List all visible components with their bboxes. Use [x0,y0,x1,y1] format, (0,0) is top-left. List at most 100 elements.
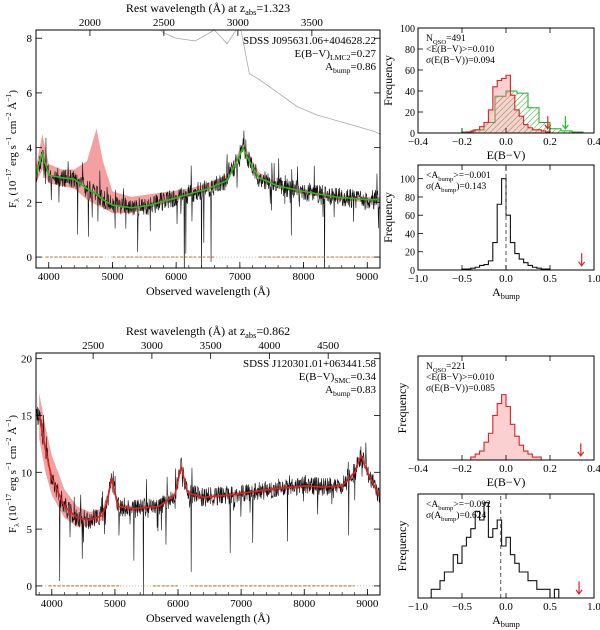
x-axis-label: Abump [492,285,520,301]
sample-histogram [470,394,542,460]
abump-annotation-part: =0.86 [351,61,377,73]
x-tick-label: 0.5 [543,601,557,613]
rest-axis-label-part: =0.862 [256,324,290,338]
stat-annotation-part: )=0.624 [456,510,486,521]
x-axis-label-part: bump [501,620,520,629]
x-tick-label: 6000 [167,598,190,610]
y-axis-label-part: F [7,202,19,208]
y-axis-label-part: λ [12,198,21,202]
axes-frame [35,352,381,596]
x-axis-label-part: bump [501,292,520,301]
x-tick-label: −1.0 [408,273,428,285]
stat-annotation-part: )=0.143 [456,181,486,192]
x-tick-label: −0.2 [452,136,472,148]
y-axis-label-part: λ [12,523,21,527]
sample-histogram [462,74,555,133]
x-tick-label: 8000 [293,271,316,283]
x-tick-label: 1.0 [587,273,600,285]
y-axis-label: Frequency [381,192,395,243]
abump-annotation-part: bump [333,66,351,75]
composite-band [36,128,380,214]
y-axis-label-part: ) [7,415,19,419]
rest-tick-label: 3500 [200,340,223,352]
x-tick-label: 0.4 [587,463,600,475]
y-tick-label: 10 [21,467,33,479]
y-axis-label-part: Å [7,427,19,438]
stat-annotation-part: bump [438,176,454,183]
ebv-annotation-part: E(B−V) [294,48,330,60]
y-tick-label: 20 [405,248,415,259]
rest-axis-label-part: Rest wavelength (Å) at z [126,1,245,15]
x-tick-label: −0.4 [408,136,428,148]
abump-annotation-part: =0.83 [351,384,377,396]
model-fit-line [36,145,380,209]
y-tick-label: 40 [405,87,415,98]
y-axis-label: Frequency [381,55,395,106]
stat-annotation-part: >=−0.092 [453,500,491,510]
rest-axis-label-part: abs [245,331,256,340]
y-axis-label-part: erg s [7,145,19,169]
ebv-annotation-part: E(B−V) [299,371,335,383]
stat-annotation-part: =221 [446,362,466,372]
stat-annotation-part: <E(B−V)>=0.010 [426,44,494,55]
x-tick-label: 9000 [356,598,379,610]
x-tick-label: 4000 [38,271,61,283]
stat-annotation: <Abump>=−0.001 [426,171,491,183]
observed-spectrum [36,406,380,595]
composite-band [39,392,380,527]
x-tick-label: 0.0 [499,273,513,285]
y-tick-label: 80 [405,193,415,204]
abump-annotation: Abump=0.83 [325,384,376,398]
object-arrowhead [561,124,569,130]
histogram-panel-h1: −0.4 −0.2 0.0 0.2 0.4 0 20 40 60 80 100 E(B−V) Frequ… [381,24,600,162]
x-tick-label: 1.0 [587,601,600,613]
stat-annotation-part: =491 [446,34,466,44]
stat-annotation-part: N [426,362,433,372]
ebv-annotation-part: SMC [334,376,350,385]
abump-annotation: Abump=0.86 [325,61,376,75]
y-axis-label-part: cm [7,120,19,137]
y-tick-label: 2 [27,197,33,209]
y-tick-label: 0 [27,252,33,264]
sample-histogram [430,502,564,598]
y-axis-label-part: −2 [4,112,13,120]
x-tick-label: 0.2 [543,136,557,148]
x-tick-label: 0.0 [499,463,513,475]
x-tick-label: 8000 [293,598,316,610]
object-name: SDSS J095631.06+404628.22 [243,35,376,47]
rest-axis-label-part: Rest wavelength (Å) at z [126,324,245,338]
y-tick-label: 5 [27,524,33,536]
y-tick-label: 100 [400,175,415,186]
y-tick-label: 8 [27,33,33,45]
stat-annotation-part: <E(B−V)>=0.010 [426,372,494,383]
y-tick-label: 100 [400,24,415,35]
object-arrowhead [578,261,586,267]
rest-tick-label: 2500 [153,17,176,29]
y-tick-label: 60 [405,211,415,222]
object-arrowhead [575,589,583,595]
plot-area [36,30,380,268]
stat-annotation-part: bump [441,187,457,194]
y-axis-label-part: −17 [4,169,13,181]
rest-axis-label: Rest wavelength (Å) at zabs=0.862 [126,324,290,340]
rest-axis-label-part: =1.323 [256,1,290,15]
x-tick-label: 6000 [165,271,188,283]
x-tick-label: 7000 [229,271,252,283]
x-axis-label: Observed wavelength (Å) [146,284,270,298]
stat-annotation: NQSO=491 [426,34,466,46]
rest-tick-label: 3000 [141,340,164,352]
model-fit-line [38,415,380,521]
object-name: SDSS J120301.01+063441.58 [243,358,377,370]
y-axis-label-part: cm [7,445,19,462]
stat-annotation: <Abump>=−0.092 [426,500,491,512]
x-tick-label: −0.5 [452,601,472,613]
abump-annotation-part: bump [333,389,351,398]
y-axis-label-part: −1 [4,462,13,470]
axes-frame [35,29,381,269]
rest-tick-label: 2000 [79,17,102,29]
x-axis-label-part: A [492,613,501,627]
rest-tick-label: 3000 [227,17,250,29]
x-tick-label: 0.5 [543,273,557,285]
stat-annotation: σ(Abump)=0.624 [426,510,486,523]
y-tick-label: 20 [405,108,415,119]
